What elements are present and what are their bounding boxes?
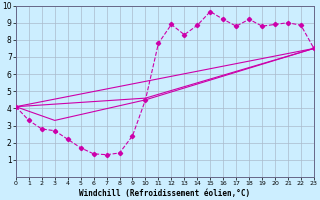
X-axis label: Windchill (Refroidissement éolien,°C): Windchill (Refroidissement éolien,°C) [79,189,251,198]
